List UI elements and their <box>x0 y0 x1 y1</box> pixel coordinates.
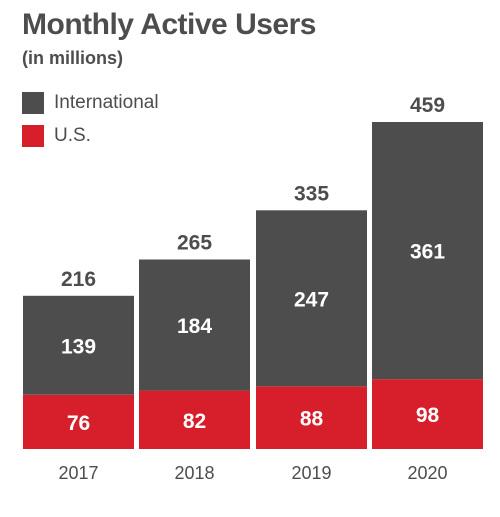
bar-international-2019 <box>256 210 367 387</box>
data-label-us-2019: 88 <box>300 408 324 431</box>
legend-item-us: U.S. <box>22 121 159 151</box>
bar-us-2020 <box>372 379 483 449</box>
data-label-international-2020: 361 <box>410 241 445 264</box>
total-label-2018: 265 <box>177 232 212 255</box>
x-tick-2019: 2019 <box>291 463 331 483</box>
chart-legend: International U.S. <box>22 88 159 154</box>
bar-international-2017 <box>23 295 134 395</box>
legend-label-international: International <box>54 92 159 113</box>
chart-title: Monthly Active Users <box>22 8 316 41</box>
data-label-us-2020: 98 <box>416 404 440 427</box>
data-label-international-2017: 139 <box>61 335 96 358</box>
bar-us-2019 <box>256 386 367 449</box>
x-tick-2018: 2018 <box>174 463 214 483</box>
legend-label-us: U.S. <box>54 125 91 146</box>
x-tick-2017: 2017 <box>58 463 98 483</box>
legend-swatch-us <box>22 125 44 147</box>
data-label-us-2018: 82 <box>183 410 206 433</box>
x-tick-2020: 2020 <box>407 463 447 483</box>
bar-international-2020 <box>372 122 483 380</box>
bar-us-2017 <box>23 394 134 449</box>
legend-swatch-international <box>22 92 44 114</box>
data-label-international-2018: 184 <box>177 315 212 338</box>
bar-international-2018 <box>139 259 250 391</box>
total-label-2017: 216 <box>61 268 96 291</box>
data-label-international-2019: 247 <box>294 288 329 311</box>
total-label-2019: 335 <box>294 182 329 205</box>
data-label-us-2017: 76 <box>67 412 90 435</box>
bar-us-2018 <box>139 390 250 449</box>
total-label-2020: 459 <box>410 94 445 117</box>
legend-item-international: International <box>22 88 159 118</box>
chart-subtitle: (in millions) <box>22 48 123 68</box>
